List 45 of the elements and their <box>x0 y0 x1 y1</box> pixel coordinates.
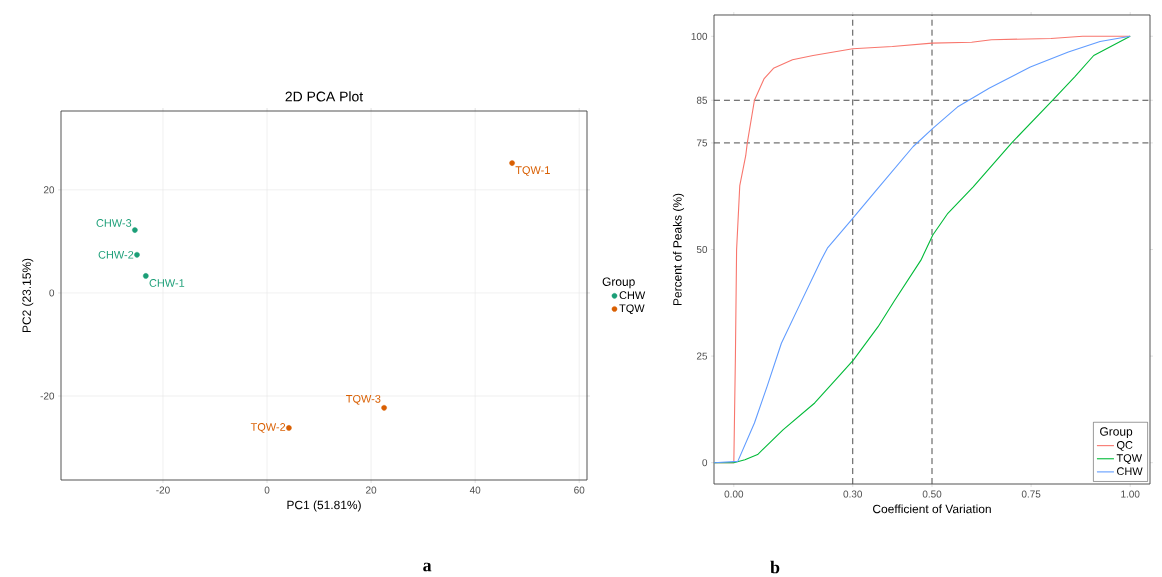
x-tick-label: 0.00 <box>724 490 744 498</box>
y-tick-label: 25 <box>696 352 708 360</box>
point <box>134 252 140 258</box>
point <box>509 160 515 166</box>
x-tick-label: 1.00 <box>1121 490 1140 498</box>
data-label: CHW-3 <box>96 219 132 227</box>
x-tick-label: 0.75 <box>1021 490 1041 498</box>
y-tick-label: 0 <box>49 289 55 297</box>
x-tick-label: -20 <box>156 486 170 494</box>
legend-label: CHW <box>619 291 646 300</box>
x-tick-label: 60 <box>574 486 585 494</box>
y-tick-label: 85 <box>696 96 708 104</box>
text: a <box>423 562 432 572</box>
point <box>286 425 292 431</box>
text: b <box>770 560 780 574</box>
y-axis-title: Percent of Peaks (%) <box>672 193 685 305</box>
legend-label: TQW <box>1116 454 1142 464</box>
y-tick-label: 75 <box>696 139 708 147</box>
chart-title: 2D PCA Plot <box>285 91 364 102</box>
data-label: CHW-2 <box>98 250 134 259</box>
x-tick-label: 40 <box>469 486 481 494</box>
legend-title: Group <box>602 277 635 289</box>
y-tick-label: 100 <box>691 32 708 40</box>
y-tick-label: 20 <box>43 186 55 194</box>
x-tick-label: 0.50 <box>922 490 942 498</box>
x-axis-title: PC1 (51.81%) <box>287 500 361 512</box>
legend-label: TQW <box>619 304 645 315</box>
y-tick-label: -20 <box>40 392 55 400</box>
x-tick-label: 20 <box>366 486 377 494</box>
data-label: CHW-1 <box>149 279 185 287</box>
y-axis-title: PC2 (23.15%) <box>22 258 34 333</box>
y-tick-label: 0 <box>702 459 708 467</box>
x-tick-label: 0.30 <box>843 490 863 498</box>
point <box>381 405 387 411</box>
x-tick-label: 0 <box>264 486 270 494</box>
x-axis-title: Coefficient of Variation <box>873 504 991 514</box>
legend-label: QC <box>1116 441 1133 451</box>
legend-title: Group <box>1100 427 1133 439</box>
point <box>132 227 138 233</box>
data-label: TQW-3 <box>346 394 381 405</box>
y-tick-label: 50 <box>696 245 708 254</box>
point <box>143 273 149 279</box>
data-label: TQW-1 <box>515 166 550 176</box>
legend-label: CHW <box>1117 467 1143 476</box>
data-label: TQW-2 <box>250 423 286 433</box>
